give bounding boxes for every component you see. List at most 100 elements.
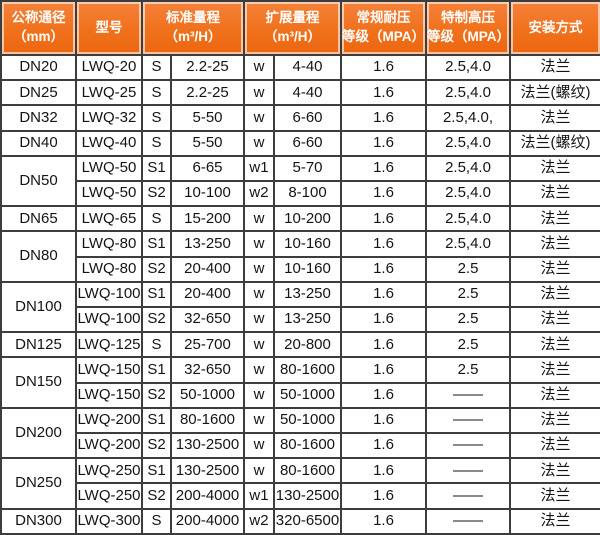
cell-ext-code: w2 <box>243 180 275 208</box>
cell-std-code: S <box>141 205 172 233</box>
cell-special-pressure: 2.5 <box>425 356 511 384</box>
table-row: LWQ-80 S2 20-400 w 10-160 1.6 2.5 法兰 <box>1 255 600 283</box>
header-installation: 安装方式 <box>509 0 600 56</box>
cell-ext-range: 10-200 <box>273 205 342 233</box>
cell-installation: 法兰 <box>509 306 600 334</box>
cell-special-pressure: 2.5,4.0 <box>425 230 511 258</box>
header-special-pressure: 特制高压 等级（MPA） <box>425 0 511 56</box>
cell-ext-code: w2 <box>243 507 275 535</box>
cell-model: LWQ-100 <box>75 280 143 309</box>
cell-std-range: 32-650 <box>170 356 245 384</box>
cell-model: LWQ-100 <box>75 306 143 334</box>
cell-ext-range: 4-40 <box>273 53 342 82</box>
cell-std-code: S1 <box>141 457 172 485</box>
cell-std-range: 200-4000 <box>170 482 245 510</box>
cell-std-range: 20-400 <box>170 280 245 309</box>
cell-special-pressure: 2.5,4.0 <box>425 205 511 233</box>
cell-model: LWQ-200 <box>75 432 143 460</box>
cell-normal-pressure: 1.6 <box>340 482 427 510</box>
table-row: LWQ-150 S2 50-1000 w 50-1000 1.6 —— 法兰 <box>1 381 600 409</box>
cell-std-range: 80-1600 <box>170 406 245 435</box>
cell-std-range: 2.2-25 <box>170 53 245 82</box>
header-standard-range: 标准量程 （m³/H） <box>141 0 245 56</box>
cell-std-code: S <box>141 79 172 107</box>
cell-normal-pressure: 1.6 <box>340 154 427 183</box>
cell-ext-code: w <box>243 306 275 334</box>
cell-model: LWQ-150 <box>75 381 143 409</box>
cell-std-range: 130-2500 <box>170 432 245 460</box>
cell-special-pressure: 2.5,4.0, <box>425 104 511 132</box>
cell-installation: 法兰 <box>509 53 600 82</box>
cell-model: LWQ-250 <box>75 482 143 510</box>
cell-ext-code: w <box>243 280 275 309</box>
table-row: DN125 LWQ-125 S 25-700 w 20-800 1.6 2.5 … <box>0 331 600 359</box>
cell-ext-range: 80-1600 <box>273 432 342 460</box>
cell-installation: 法兰 <box>509 180 600 208</box>
cell-model: LWQ-250 <box>75 457 143 485</box>
cell-ext-code: w <box>243 205 275 233</box>
cell-ext-code: w1 <box>243 482 275 510</box>
cell-ext-range: 50-1000 <box>273 381 342 409</box>
cell-ext-code: w <box>243 79 275 107</box>
cell-std-range: 25-700 <box>170 331 245 359</box>
cell-std-code: S1 <box>141 280 172 309</box>
cell-std-code: S2 <box>141 306 172 334</box>
cell-ext-code: w <box>243 104 275 132</box>
cell-ext-range: 4-40 <box>273 79 342 107</box>
table-row: LWQ-250 S2 200-4000 w1 130-2500 1.6 —— 法… <box>1 482 600 510</box>
cell-std-range: 130-2500 <box>170 457 245 485</box>
table-header: 公称通径 （mm） 型号 标准量程 （m³/H） 扩展量程 （m³/H） 常规耐… <box>0 0 600 56</box>
cell-installation: 法兰 <box>509 104 600 132</box>
cell-installation: 法兰 <box>509 280 600 309</box>
cell-std-code: S1 <box>141 356 172 384</box>
cell-ext-range: 80-1600 <box>273 457 342 485</box>
cell-ext-code: w <box>243 432 275 460</box>
cell-std-range: 6-65 <box>170 154 245 183</box>
cell-ext-code: w <box>243 457 275 485</box>
cell-normal-pressure: 1.6 <box>340 79 427 107</box>
cell-std-range: 200-4000 <box>170 507 245 535</box>
cell-special-pressure: —— <box>425 381 511 409</box>
cell-std-range: 10-100 <box>170 180 245 208</box>
cell-special-pressure: 2.5,4.0 <box>425 53 511 82</box>
table-row: DN65 LWQ-65 S 15-200 w 10-200 1.6 2.5,4.… <box>0 205 600 233</box>
cell-ext-range: 130-2500 <box>273 482 342 510</box>
cell-model: LWQ-80 <box>75 230 143 258</box>
cell-installation: 法兰 <box>509 230 600 258</box>
cell-dn: DN150 <box>0 356 77 409</box>
header-model: 型号 <box>75 0 143 56</box>
cell-installation: 法兰 <box>509 331 600 359</box>
cell-special-pressure: —— <box>425 482 511 510</box>
cell-ext-range: 13-250 <box>273 306 342 334</box>
cell-ext-code: w <box>243 230 275 258</box>
cell-special-pressure: 2.5 <box>425 255 511 283</box>
cell-ext-range: 10-160 <box>273 230 342 258</box>
cell-ext-code: w <box>243 356 275 384</box>
cell-installation: 法兰 <box>509 381 600 409</box>
cell-normal-pressure: 1.6 <box>340 53 427 82</box>
table-row: DN40 LWQ-40 S 5-50 w 6-60 1.6 2.5,4.0 法兰… <box>0 129 600 157</box>
cell-normal-pressure: 1.6 <box>340 205 427 233</box>
table-row: DN25 LWQ-25 S 2.2-25 w 4-40 1.6 2.5,4.0 … <box>0 79 600 107</box>
table-row: DN80 LWQ-80 S1 13-250 w 10-160 1.6 2.5,4… <box>0 230 600 283</box>
cell-special-pressure: 2.5,4.0 <box>425 180 511 208</box>
cell-std-code: S1 <box>141 406 172 435</box>
cell-special-pressure: —— <box>425 432 511 460</box>
cell-special-pressure: 2.5 <box>425 331 511 359</box>
cell-normal-pressure: 1.6 <box>340 381 427 409</box>
cell-dn: DN200 <box>0 406 77 460</box>
cell-normal-pressure: 1.6 <box>340 457 427 485</box>
cell-std-range: 2.2-25 <box>170 79 245 107</box>
cell-std-code: S <box>141 53 172 82</box>
table-row: LWQ-50 S2 10-100 w2 8-100 1.6 2.5,4.0 法兰 <box>1 180 600 208</box>
cell-installation: 法兰 <box>509 482 600 510</box>
cell-normal-pressure: 1.6 <box>340 104 427 132</box>
cell-std-range: 13-250 <box>170 230 245 258</box>
cell-ext-range: 6-60 <box>273 104 342 132</box>
cell-dn: DN65 <box>0 205 77 233</box>
cell-std-code: S <box>141 104 172 132</box>
table-row: DN20 LWQ-20 S 2.2-25 w 4-40 1.6 2.5,4.0 … <box>0 53 600 82</box>
cell-dn: DN80 <box>0 230 77 283</box>
cell-model: LWQ-200 <box>75 406 143 435</box>
